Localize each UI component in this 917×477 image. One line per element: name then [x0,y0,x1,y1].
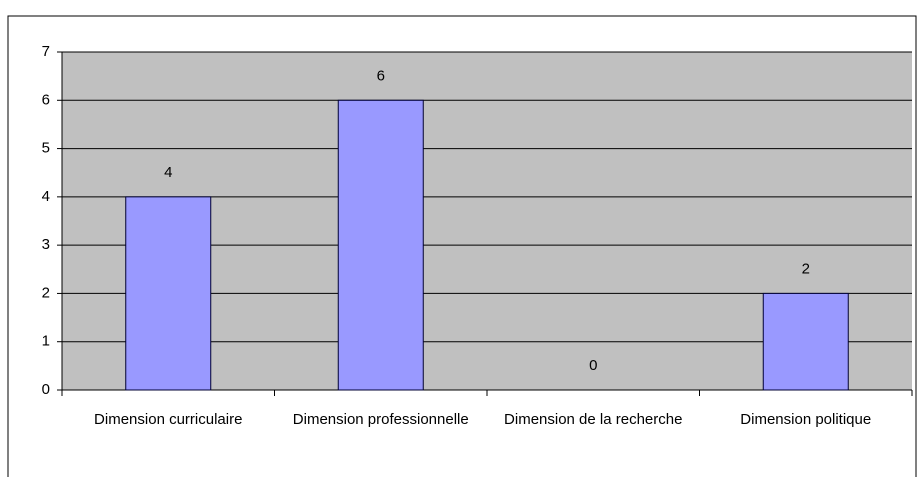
data-label: 4 [164,164,172,181]
x-tick-label-line: Dimension professionnelle [293,411,469,428]
y-tick-label: 4 [42,188,50,205]
bar [762,292,849,391]
y-tick-label: 0 [42,381,50,398]
x-tick-label-line: Dimension curriculaire [94,411,242,428]
x-tick-label: Dimension curriculaire [94,411,242,428]
x-tick-label: Dimension professionnelle [293,411,469,428]
data-label: 6 [377,67,385,84]
y-tick-label: 7 [42,43,50,60]
x-tick-label: Dimension de la recherche [504,411,682,428]
x-tick-label-line: Dimension de la recherche [504,411,682,428]
x-tick-label: Dimension politique [740,411,871,428]
bar [125,196,212,391]
x-tick-label-line: Dimension politique [740,411,871,428]
y-tick-label: 2 [42,284,50,301]
bar [337,99,424,391]
data-label: 0 [589,357,597,374]
y-tick-label: 3 [42,236,50,253]
data-label: 2 [802,260,810,277]
y-tick-label: 5 [42,140,50,157]
y-tick-label: 6 [42,91,50,108]
y-tick-label: 1 [42,333,50,350]
